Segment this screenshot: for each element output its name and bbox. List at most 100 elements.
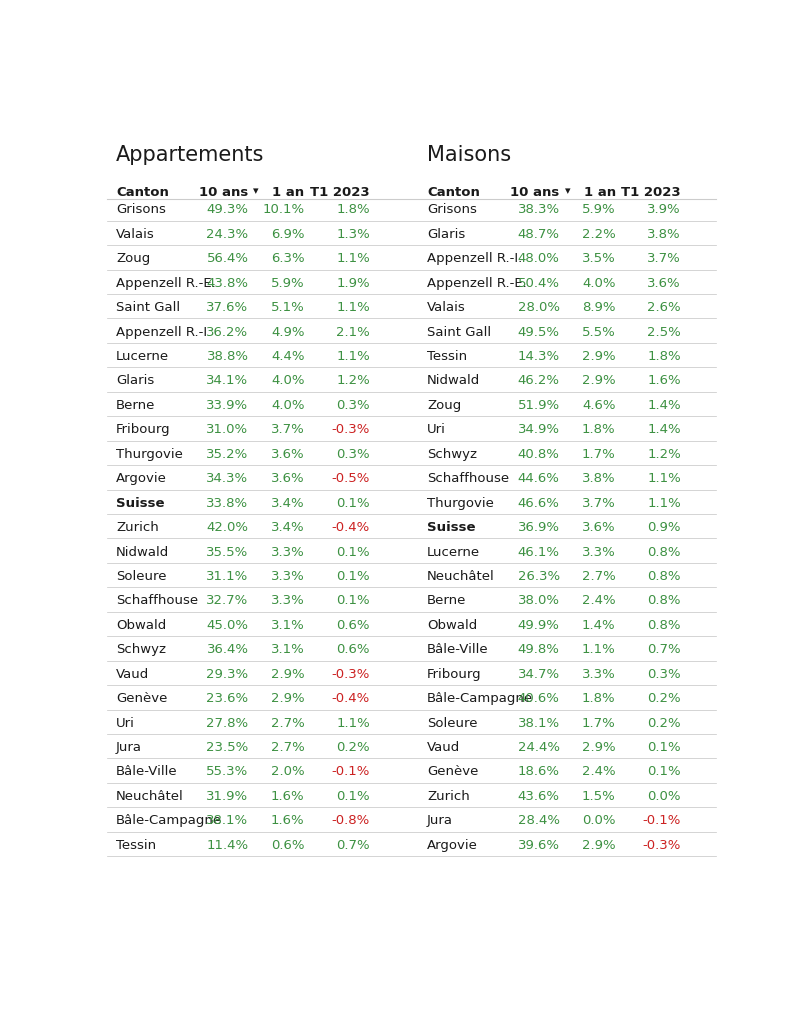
Text: 11.4%: 11.4% (206, 839, 248, 852)
Text: Schaffhouse: Schaffhouse (427, 472, 508, 485)
Text: 0.1%: 0.1% (336, 594, 370, 607)
Text: 49.9%: 49.9% (517, 618, 559, 632)
Text: 1.1%: 1.1% (336, 252, 370, 265)
Text: 4.6%: 4.6% (581, 399, 615, 412)
Text: Tessin: Tessin (115, 839, 156, 852)
Text: Zoug: Zoug (427, 399, 461, 412)
Text: 40.6%: 40.6% (517, 692, 559, 706)
Text: 33.8%: 33.8% (206, 497, 248, 510)
Text: 0.1%: 0.1% (336, 790, 370, 803)
Text: Schwyz: Schwyz (427, 447, 476, 461)
Text: 31.9%: 31.9% (206, 790, 248, 803)
Text: 4.4%: 4.4% (270, 350, 304, 362)
Text: 0.2%: 0.2% (646, 692, 680, 706)
Text: Saint Gall: Saint Gall (427, 326, 491, 339)
Text: 1.8%: 1.8% (581, 423, 615, 436)
Text: 34.9%: 34.9% (517, 423, 559, 436)
Text: 3.8%: 3.8% (646, 227, 680, 241)
Text: 0.8%: 0.8% (646, 546, 680, 558)
Text: 0.8%: 0.8% (646, 570, 680, 583)
Text: T1 2023: T1 2023 (621, 186, 680, 199)
Text: -0.3%: -0.3% (642, 839, 680, 852)
Text: 24.3%: 24.3% (206, 227, 248, 241)
Text: Fribourg: Fribourg (427, 668, 481, 681)
Text: Neuchâtel: Neuchâtel (115, 790, 184, 803)
Text: 23.5%: 23.5% (206, 741, 248, 754)
Text: 1.4%: 1.4% (581, 618, 615, 632)
Text: 2.1%: 2.1% (336, 326, 370, 339)
Text: 0.7%: 0.7% (336, 839, 370, 852)
Text: 50.4%: 50.4% (517, 276, 559, 290)
Text: 1 an: 1 an (583, 186, 615, 199)
Text: Vaud: Vaud (115, 668, 149, 681)
Text: 2.9%: 2.9% (581, 741, 615, 754)
Text: 28.0%: 28.0% (517, 301, 559, 314)
Text: 10 ans: 10 ans (510, 186, 559, 199)
Text: Tessin: Tessin (427, 350, 467, 362)
Text: -0.4%: -0.4% (331, 692, 370, 706)
Text: 3.9%: 3.9% (646, 204, 680, 216)
Text: 4.9%: 4.9% (270, 326, 304, 339)
Text: 1.7%: 1.7% (581, 717, 615, 730)
Text: 35.2%: 35.2% (206, 447, 248, 461)
Text: 1.1%: 1.1% (646, 497, 680, 510)
Text: 6.9%: 6.9% (270, 227, 304, 241)
Text: 38.0%: 38.0% (517, 594, 559, 607)
Text: Lucerne: Lucerne (427, 546, 480, 558)
Text: Lucerne: Lucerne (115, 350, 169, 362)
Text: Bâle-Campagne: Bâle-Campagne (427, 692, 533, 706)
Text: 4.0%: 4.0% (270, 375, 304, 387)
Text: Uri: Uri (427, 423, 445, 436)
Text: 38.3%: 38.3% (516, 204, 559, 216)
Text: 3.6%: 3.6% (581, 521, 615, 535)
Text: 46.1%: 46.1% (517, 546, 559, 558)
Text: Glaris: Glaris (115, 375, 154, 387)
Text: 3.3%: 3.3% (581, 546, 615, 558)
Text: 3.7%: 3.7% (646, 252, 680, 265)
Text: 8.9%: 8.9% (581, 301, 615, 314)
Text: 1.6%: 1.6% (270, 814, 304, 827)
Text: 2.2%: 2.2% (581, 227, 615, 241)
Text: 2.4%: 2.4% (581, 594, 615, 607)
Text: 1.8%: 1.8% (581, 692, 615, 706)
Text: 0.3%: 0.3% (336, 447, 370, 461)
Text: Zoug: Zoug (115, 252, 150, 265)
Text: 43.6%: 43.6% (517, 790, 559, 803)
Text: 56.4%: 56.4% (206, 252, 248, 265)
Text: 32.7%: 32.7% (206, 594, 248, 607)
Text: 37.6%: 37.6% (206, 301, 248, 314)
Text: 1.9%: 1.9% (336, 276, 370, 290)
Text: 18.6%: 18.6% (517, 766, 559, 778)
Text: 36.9%: 36.9% (517, 521, 559, 535)
Text: -0.5%: -0.5% (331, 472, 370, 485)
Text: Canton: Canton (115, 186, 168, 199)
Text: 1.1%: 1.1% (336, 717, 370, 730)
Text: Soleure: Soleure (427, 717, 477, 730)
Text: -0.1%: -0.1% (642, 814, 680, 827)
Text: Bâle-Ville: Bâle-Ville (115, 766, 177, 778)
Text: 49.3%: 49.3% (206, 204, 248, 216)
Text: 48.7%: 48.7% (517, 227, 559, 241)
Text: Bâle-Campagne: Bâle-Campagne (115, 814, 222, 827)
Text: 24.4%: 24.4% (517, 741, 559, 754)
Text: 46.6%: 46.6% (517, 497, 559, 510)
Text: 1.5%: 1.5% (581, 790, 615, 803)
Text: Valais: Valais (427, 301, 465, 314)
Text: 0.0%: 0.0% (581, 814, 615, 827)
Text: 39.6%: 39.6% (517, 839, 559, 852)
Text: 1.4%: 1.4% (646, 399, 680, 412)
Text: 1.1%: 1.1% (646, 472, 680, 485)
Text: 2.7%: 2.7% (270, 741, 304, 754)
Text: 38.1%: 38.1% (206, 814, 248, 827)
Text: 0.8%: 0.8% (646, 618, 680, 632)
Text: 0.9%: 0.9% (646, 521, 680, 535)
Text: 6.3%: 6.3% (270, 252, 304, 265)
Text: 1.1%: 1.1% (336, 350, 370, 362)
Text: 10 ans: 10 ans (199, 186, 248, 199)
Text: 10.1%: 10.1% (262, 204, 304, 216)
Text: 3.8%: 3.8% (581, 472, 615, 485)
Text: 1.8%: 1.8% (646, 350, 680, 362)
Text: 1.2%: 1.2% (336, 375, 370, 387)
Text: 4.0%: 4.0% (270, 399, 304, 412)
Text: Zurich: Zurich (115, 521, 159, 535)
